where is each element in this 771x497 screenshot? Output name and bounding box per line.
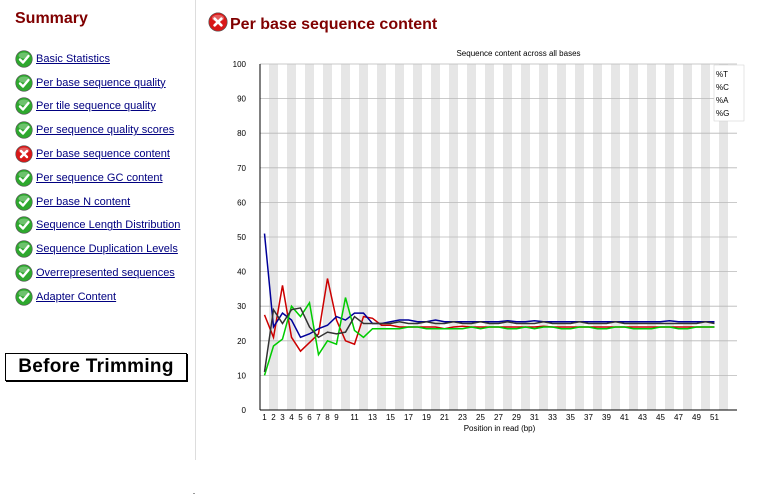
- legend-entry: %A: [716, 96, 729, 105]
- module-item: Per base sequence content: [15, 142, 180, 166]
- module-item: Per base sequence quality: [15, 71, 180, 95]
- pass-icon: [15, 216, 33, 235]
- x-tick-label: 5: [298, 413, 303, 422]
- fail-icon: [208, 12, 228, 37]
- y-tick-label: 20: [237, 337, 246, 346]
- x-tick-label: 45: [656, 413, 665, 422]
- pass-icon: [15, 288, 33, 306]
- module-item: Per base N content: [15, 190, 180, 214]
- legend-entry: %T: [716, 70, 728, 79]
- x-tick-label: 51: [710, 413, 719, 422]
- module-link[interactable]: Basic Statistics: [36, 52, 110, 65]
- module-link[interactable]: Per tile sequence quality: [36, 100, 156, 113]
- module-link[interactable]: Per sequence quality scores: [36, 124, 175, 137]
- y-tick-label: 80: [237, 129, 246, 138]
- pass-icon: [15, 169, 33, 187]
- module-link[interactable]: Adapter Content: [36, 290, 117, 303]
- y-tick-label: 60: [237, 198, 246, 207]
- pass-icon: [15, 74, 33, 92]
- x-axis-label: Position in read (bp): [464, 424, 536, 433]
- x-tick-label: 13: [368, 413, 377, 422]
- x-tick-label: 39: [602, 413, 611, 422]
- summary-title: Summary: [15, 10, 88, 27]
- module-item: Per sequence quality scores: [15, 118, 180, 142]
- module-item: Overrepresented sequences: [15, 261, 180, 285]
- x-tick-label: 2: [271, 413, 276, 422]
- x-tick-label: 43: [638, 413, 647, 422]
- x-tick-label: 6: [307, 413, 312, 422]
- sidebar: Summary Basic Statistics Per base sequenc…: [0, 0, 196, 460]
- footer-divider: [193, 493, 195, 494]
- x-tick-label: 21: [440, 413, 449, 422]
- module-link[interactable]: Overrepresented sequences: [36, 267, 175, 280]
- module-link[interactable]: Per base sequence quality: [36, 76, 166, 89]
- legend-box: [713, 64, 745, 122]
- series-line: [263, 233, 715, 339]
- y-tick-label: 30: [237, 302, 246, 311]
- chart-title: Sequence content across all bases: [456, 49, 580, 58]
- pass-icon: [15, 264, 33, 282]
- x-tick-label: 1: [262, 413, 267, 422]
- x-tick-label: 31: [530, 413, 539, 422]
- x-tick-label: 19: [422, 413, 431, 422]
- pass-icon: [15, 121, 33, 139]
- fail-icon: [15, 145, 33, 163]
- module-link[interactable]: Sequence Duplication Levels: [36, 243, 178, 256]
- x-tick-label: 8: [325, 413, 330, 422]
- module-item: Sequence Length Distribution: [15, 214, 180, 238]
- module-link[interactable]: Per base sequence content: [36, 148, 170, 161]
- main-header: Per base sequence content: [208, 12, 437, 37]
- y-tick-label: 90: [237, 95, 246, 104]
- x-tick-label: 25: [476, 413, 485, 422]
- x-tick-label: 23: [458, 413, 467, 422]
- x-tick-label: 3: [280, 413, 285, 422]
- pass-icon: [15, 50, 33, 68]
- module-link[interactable]: Sequence Length Distribution: [36, 219, 181, 232]
- y-tick-label: 10: [237, 371, 246, 380]
- module-link[interactable]: Per sequence GC content: [36, 171, 163, 184]
- x-tick-label: 33: [548, 413, 557, 422]
- x-tick-label: 37: [584, 413, 593, 422]
- x-tick-label: 29: [512, 413, 521, 422]
- module-link[interactable]: Per base N content: [36, 195, 131, 208]
- before-trimming-annotation: Before Trimming: [5, 353, 187, 381]
- x-tick-label: 17: [404, 413, 413, 422]
- module-item: Per sequence GC content: [15, 166, 180, 190]
- page-title: Per base sequence content: [230, 15, 438, 33]
- module-item: Adapter Content: [15, 285, 180, 309]
- x-tick-label: 7: [316, 413, 321, 422]
- x-tick-label: 9: [334, 413, 339, 422]
- x-tick-label: 41: [620, 413, 629, 422]
- x-tick-label: 35: [566, 413, 575, 422]
- module-item: Basic Statistics: [15, 47, 180, 71]
- x-tick-label: 4: [289, 413, 294, 422]
- y-tick-label: 40: [237, 268, 246, 277]
- x-tick-label: 27: [494, 413, 503, 422]
- x-tick-label: 47: [674, 413, 683, 422]
- legend-entry: %C: [716, 83, 729, 92]
- series-line: [263, 307, 715, 373]
- module-list: Basic Statistics Per base sequence qualit…: [15, 47, 180, 309]
- x-tick-label: 15: [386, 413, 395, 422]
- y-tick-label: 70: [237, 164, 246, 173]
- legend-entry: %G: [716, 109, 729, 118]
- y-tick-label: 100: [233, 60, 247, 69]
- pass-icon: [15, 193, 33, 211]
- y-tick-label: 0: [242, 406, 247, 415]
- module-item: Per tile sequence quality: [15, 95, 180, 119]
- y-tick-label: 50: [237, 233, 246, 242]
- module-item: Sequence Duplication Levels: [15, 237, 180, 261]
- pass-icon: [15, 240, 33, 258]
- x-tick-label: 49: [692, 413, 701, 422]
- x-tick-label: 11: [350, 413, 359, 422]
- series-line: [263, 297, 715, 376]
- pass-icon: [15, 97, 33, 116]
